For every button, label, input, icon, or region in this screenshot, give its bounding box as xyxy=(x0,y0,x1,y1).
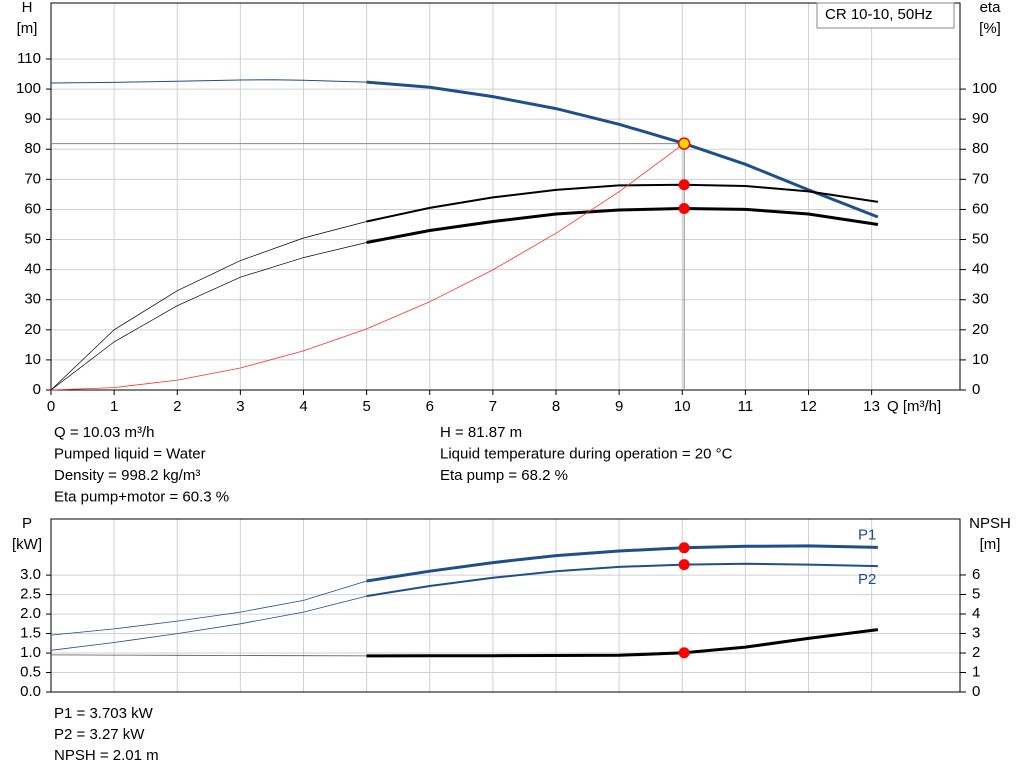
operating-point xyxy=(678,542,690,554)
info-text: Liquid temperature during operation = 20… xyxy=(440,445,733,462)
y2-tick-label: 30 xyxy=(972,291,989,308)
curve xyxy=(50,79,367,84)
y2-tick-label: 6 xyxy=(972,566,980,583)
curve xyxy=(366,183,879,223)
y2-tick-label: 20 xyxy=(972,321,989,338)
y-tick-label: 0 xyxy=(33,381,41,398)
y-tick-label: 20 xyxy=(24,321,41,338)
curve xyxy=(366,80,879,219)
curve xyxy=(50,242,367,391)
y2-tick-label: 4 xyxy=(972,605,980,622)
curve xyxy=(50,595,367,651)
operating-point xyxy=(678,559,690,571)
series-label: P2 xyxy=(858,571,876,588)
info-text: Eta pump = 68.2 % xyxy=(440,467,568,484)
y-axis-label: [m] xyxy=(17,20,38,37)
curve xyxy=(366,206,879,244)
x-tick-label: 9 xyxy=(615,398,623,415)
plot-frame xyxy=(50,2,961,391)
x-tick-label: 11 xyxy=(738,398,754,415)
y-tick-label: 1.0 xyxy=(20,644,41,661)
x-tick-label: 8 xyxy=(552,398,560,415)
y2-axis-label: eta xyxy=(980,0,1002,16)
y-axis-label: H xyxy=(22,0,33,16)
y2-tick-label: 0 xyxy=(972,381,980,398)
x-axis-label: Q [m³/h] xyxy=(887,398,941,415)
y-tick-label: 60 xyxy=(24,200,41,217)
curve xyxy=(366,544,878,583)
y2-tick-label: 2 xyxy=(972,644,980,661)
y2-tick-label: 1 xyxy=(972,663,980,680)
info-text: Q = 10.03 m³/h xyxy=(54,424,154,441)
y2-tick-label: 10 xyxy=(972,351,989,368)
y2-axis-label: [m] xyxy=(980,536,1001,553)
info-text: P2 = 3.27 kW xyxy=(54,726,145,743)
x-tick-label: 10 xyxy=(674,398,691,415)
title-box xyxy=(816,2,955,29)
info-text: P1 = 3.703 kW xyxy=(54,705,154,722)
y2-tick-label: 40 xyxy=(972,261,989,278)
y-tick-label: 3.0 xyxy=(20,566,41,583)
curve xyxy=(50,221,367,391)
operating-point xyxy=(678,203,690,215)
curve xyxy=(50,143,685,391)
y2-tick-label: 60 xyxy=(972,200,989,217)
x-tick-label: 3 xyxy=(236,398,244,415)
curve xyxy=(50,580,367,636)
curve xyxy=(50,654,367,657)
x-tick-label: 12 xyxy=(800,398,817,415)
x-tick-label: 2 xyxy=(173,398,181,415)
y2-tick-label: 0 xyxy=(972,683,980,700)
y-axis-label: P xyxy=(22,515,32,532)
y-tick-label: 100 xyxy=(16,80,41,97)
y2-tick-label: 70 xyxy=(972,170,989,187)
y2-tick-label: 3 xyxy=(972,624,980,641)
y-tick-label: 90 xyxy=(24,110,41,127)
y-tick-label: 2.0 xyxy=(20,605,41,622)
x-tick-label: 13 xyxy=(863,398,880,415)
info-text: NPSH = 2.01 m xyxy=(54,747,159,764)
curve xyxy=(366,562,878,598)
x-tick-label: 6 xyxy=(426,398,434,415)
y2-axis-label: [%] xyxy=(979,20,1001,37)
y-tick-label: 30 xyxy=(24,291,41,308)
y2-tick-label: 90 xyxy=(972,110,989,127)
info-text: Pumped liquid = Water xyxy=(54,445,206,462)
x-tick-label: 5 xyxy=(362,398,370,415)
plot-frame xyxy=(50,518,961,693)
y-tick-label: 0.5 xyxy=(20,663,41,680)
y2-tick-label: 50 xyxy=(972,231,989,248)
x-tick-label: 0 xyxy=(47,398,55,415)
y-tick-label: 1.5 xyxy=(20,625,41,642)
info-text: H = 81.87 m xyxy=(440,424,522,441)
y-tick-label: 2.5 xyxy=(20,586,41,603)
operating-point xyxy=(678,647,690,659)
info-text: Density = 998.2 kg/m³ xyxy=(54,467,200,484)
y2-tick-label: 5 xyxy=(972,585,980,602)
x-tick-label: 7 xyxy=(489,398,497,415)
y-tick-label: 50 xyxy=(24,231,41,248)
info-text: Eta pump+motor = 60.3 % xyxy=(54,488,229,505)
y-tick-label: 110 xyxy=(17,50,41,67)
y-tick-label: 40 xyxy=(24,261,41,278)
y2-tick-label: 100 xyxy=(972,80,997,97)
y2-axis-label: NPSH xyxy=(969,515,1011,532)
y-tick-label: 70 xyxy=(24,170,41,187)
y-tick-label: 0.0 xyxy=(20,683,41,700)
series-label: P1 xyxy=(858,526,876,543)
y-axis-label: [kW] xyxy=(12,536,42,553)
x-tick-label: 1 xyxy=(110,398,118,415)
y2-tick-label: 80 xyxy=(972,140,989,157)
chart-title: CR 10-10, 50Hz xyxy=(825,6,933,23)
operating-point xyxy=(678,179,690,191)
curve xyxy=(366,628,879,658)
operating-point xyxy=(677,137,691,150)
x-tick-label: 4 xyxy=(299,398,307,415)
y-tick-label: 80 xyxy=(24,140,41,157)
y-tick-label: 10 xyxy=(24,351,41,368)
